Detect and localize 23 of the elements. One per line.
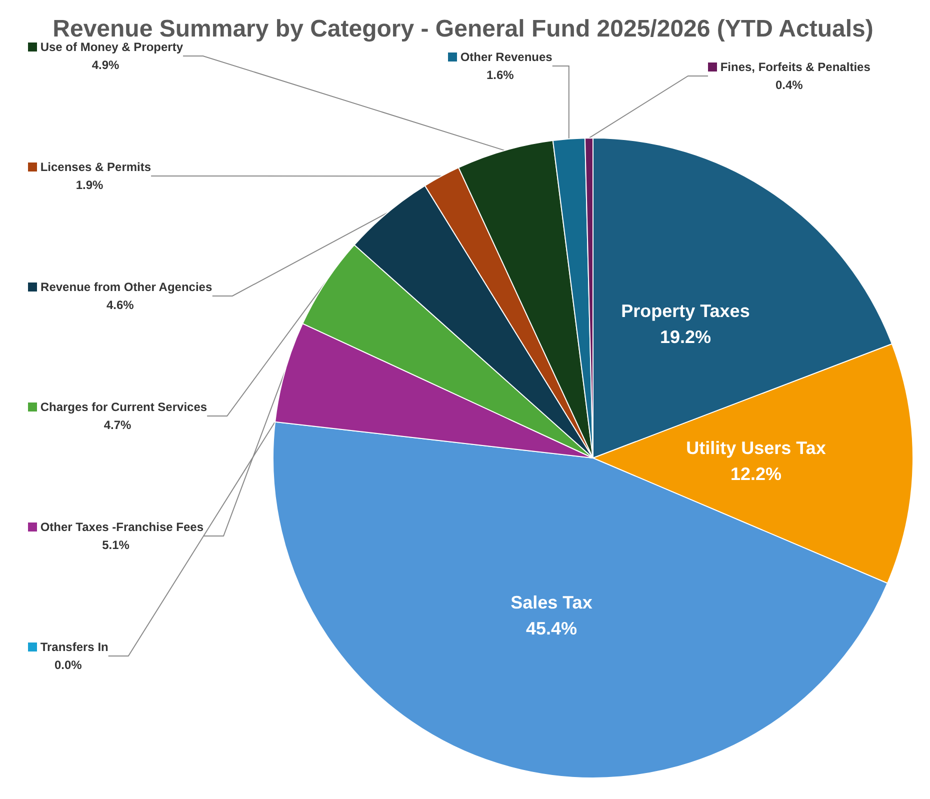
slice-label: Property Taxes (621, 300, 750, 321)
data-label: 4.6% (106, 298, 134, 312)
legend-label: Transfers In (40, 640, 108, 654)
legend-label: Licenses & Permits (40, 160, 152, 174)
legend-label: Fines, Forfeits & Penalties (720, 60, 871, 74)
chart-title: Revenue Summary by Category - General Fund 2025/2026 (YTD Actuals) (52, 16, 874, 42)
data-label: 12.2% (730, 464, 782, 484)
data-label: 45.4% (526, 618, 577, 639)
legend-label: Revenue from Other Agencies (40, 280, 212, 294)
data-label: 4.9% (92, 58, 120, 72)
data-label: 19.2% (660, 326, 711, 347)
legend-label: Other Revenues (460, 50, 553, 64)
data-label: 4.7% (104, 418, 132, 432)
data-label: 1.6% (486, 68, 514, 82)
legend-label: Charges for Current Services (40, 400, 208, 414)
slice-label: Sales Tax (510, 592, 592, 613)
legend-label: Other Taxes -Franchise Fees (40, 520, 204, 534)
data-label: 0.4% (776, 78, 804, 92)
data-label: 5.1% (102, 538, 130, 552)
legend-label: Use of Money & Property (40, 40, 184, 54)
text: 0.0% (54, 658, 82, 672)
data-label: 1.9% (76, 178, 104, 192)
slice-label: Utility Users Tax (686, 438, 826, 458)
